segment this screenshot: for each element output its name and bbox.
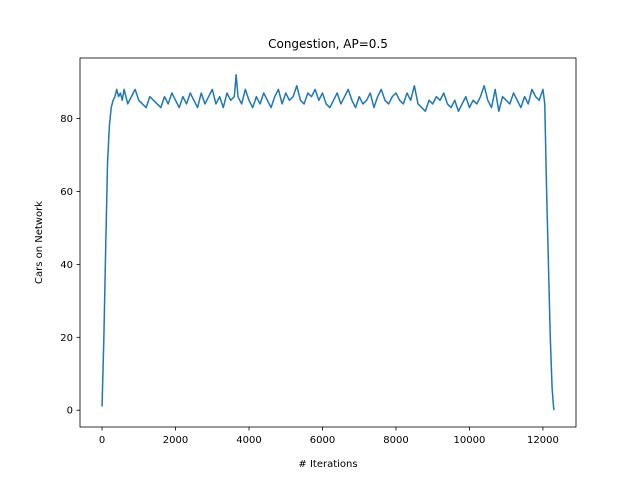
axes-frame <box>79 57 577 428</box>
y-axis: 0 20 40 60 80 <box>60 114 80 417</box>
y-tick-label: 0 <box>67 406 73 417</box>
y-axis-label: Cars on Network <box>34 201 45 284</box>
series-line <box>101 74 555 411</box>
x-axis-label: # Iterations <box>298 459 357 470</box>
x-tick-label: 0 <box>99 435 105 446</box>
y-tick-label: 40 <box>60 260 73 271</box>
x-tick-label: 2000 <box>163 435 188 446</box>
chart-title: Congestion, AP=0.5 <box>268 37 388 51</box>
x-tick-label: 6000 <box>310 435 335 446</box>
x-tick-label: 12000 <box>527 435 559 446</box>
x-tick-label: 10000 <box>454 435 486 446</box>
y-tick-label: 80 <box>60 114 73 125</box>
plot-area <box>79 57 577 428</box>
y-tick-label: 20 <box>60 333 73 344</box>
x-tick-label: 8000 <box>383 435 408 446</box>
x-tick-label: 4000 <box>236 435 261 446</box>
y-tick-label: 60 <box>60 187 73 198</box>
x-axis: 0 2000 4000 6000 8000 10000 12000 <box>99 427 559 446</box>
